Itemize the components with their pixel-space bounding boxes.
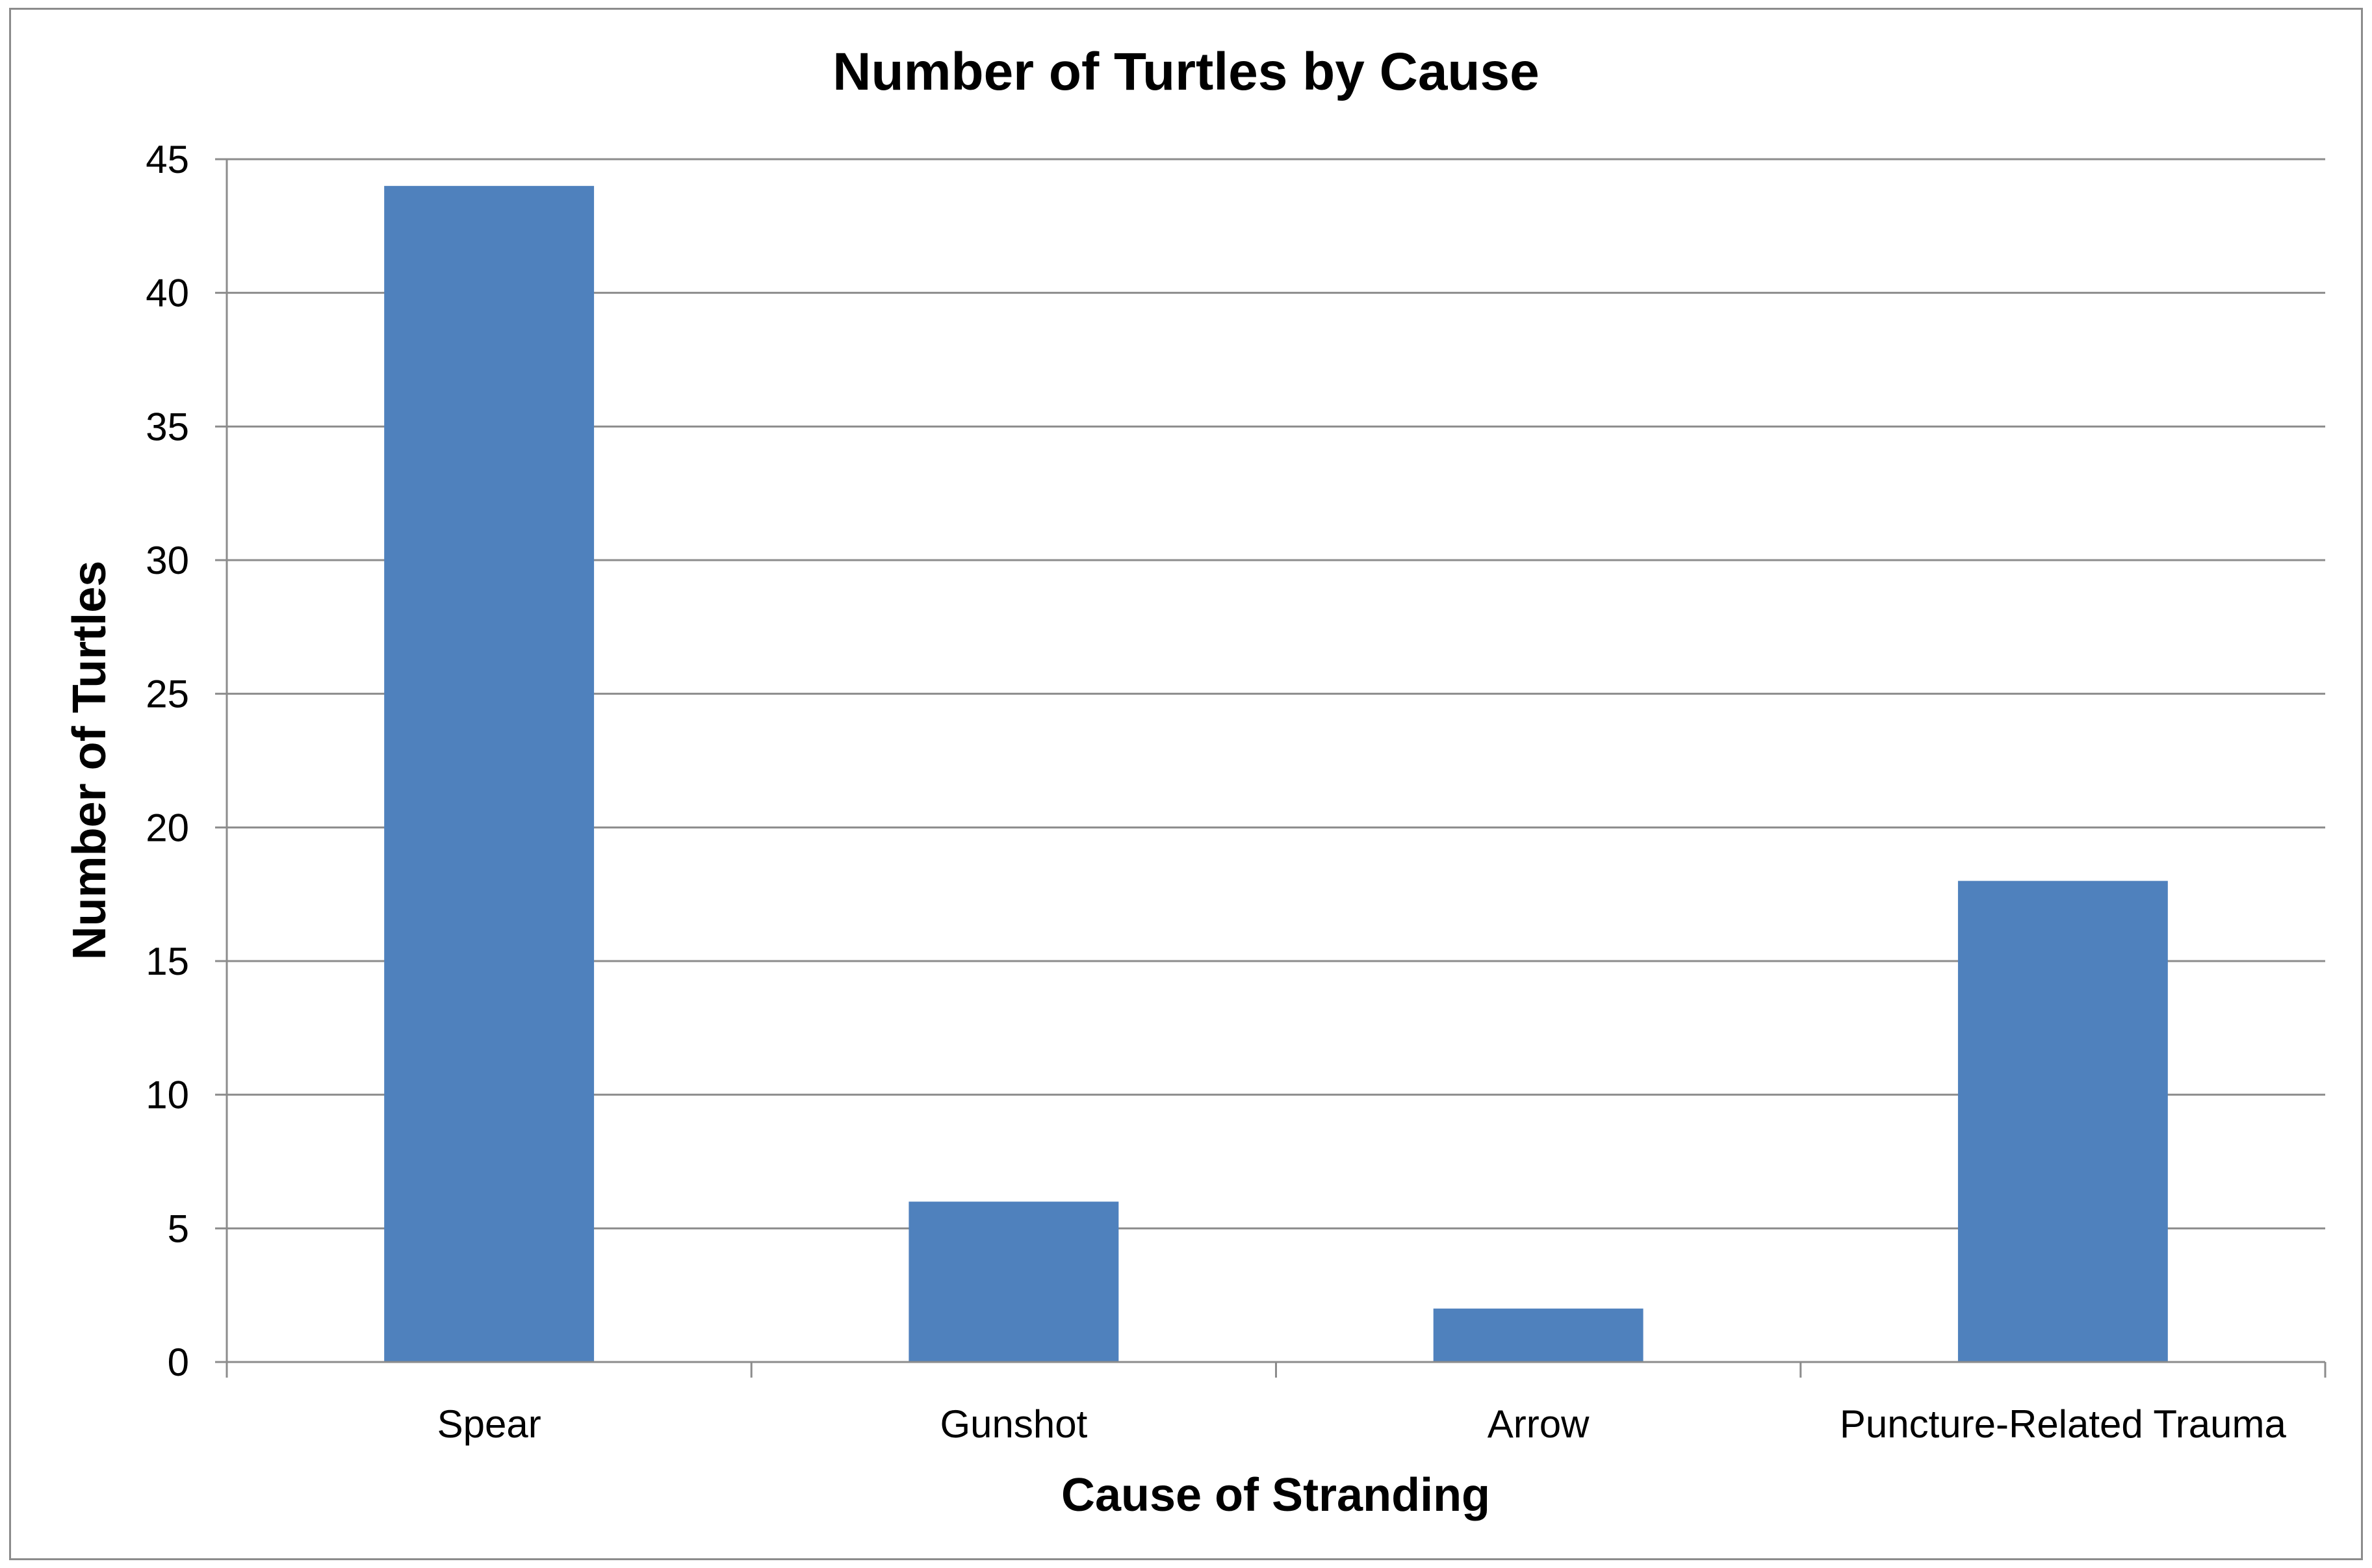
y-tick-label: 20 bbox=[146, 806, 189, 849]
chart-title: Number of Turtles by Cause bbox=[832, 42, 1539, 101]
x-axis-title: Cause of Stranding bbox=[1061, 1469, 1490, 1521]
bar-gunshot bbox=[909, 1202, 1119, 1362]
y-tick-label: 40 bbox=[146, 272, 189, 315]
y-tick-label: 30 bbox=[146, 539, 189, 582]
bars bbox=[384, 186, 2168, 1363]
x-tick-label: Spear bbox=[437, 1402, 541, 1446]
bar-puncture-related-trauma bbox=[1957, 880, 2168, 1362]
y-tick-label: 5 bbox=[168, 1207, 189, 1250]
y-tick-label: 35 bbox=[146, 405, 189, 448]
y-tick-label: 15 bbox=[146, 940, 189, 983]
y-tick-label: 10 bbox=[146, 1073, 189, 1117]
y-tick-label: 0 bbox=[168, 1341, 189, 1384]
tick-labels: 0 5 10 15 20 25 30 35 40 45 Spear Gunshot Arrow Punct… bbox=[146, 138, 2286, 1446]
y-tick-label: 45 bbox=[146, 138, 189, 181]
x-tick-label: Gunshot bbox=[940, 1402, 1087, 1446]
y-axis-title: Number of Turtles bbox=[64, 561, 116, 960]
bar-arrow bbox=[1433, 1308, 1644, 1362]
x-tick-label: Arrow bbox=[1488, 1402, 1590, 1446]
axes bbox=[215, 158, 2327, 1378]
x-tick-label: Puncture-Related Trauma bbox=[1840, 1402, 2287, 1446]
bar-spear bbox=[384, 186, 595, 1363]
y-tick-label: 25 bbox=[146, 673, 189, 716]
